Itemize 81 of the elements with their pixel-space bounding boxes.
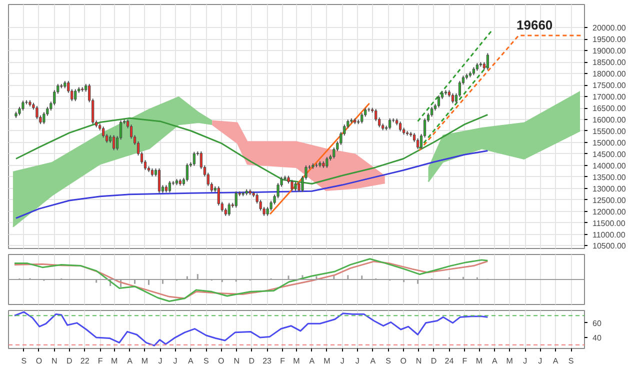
candlestick [102,126,105,138]
line-series [14,311,488,346]
x-tick-label: J [340,356,344,366]
x-tick-label: M [293,356,300,366]
x-tick-label: N [416,356,422,366]
x-tick-label: A [309,356,316,366]
candlestick [74,88,77,102]
candlestick [22,100,24,112]
x-tick-label: A [492,356,498,366]
candlestick [451,92,454,104]
x-tick-label: O [218,356,224,366]
x-tick-label: 23 [262,356,272,366]
x-tick-label: J [355,356,360,366]
x-tick-label: D [430,356,437,366]
y-tick-label: 13500.00 [592,172,626,182]
y-tick-label: 19500.00 [592,35,626,44]
x-tick-label: O [400,356,406,366]
x-tick-label: N [234,356,240,366]
y-tick-label: 17000.00 [592,92,626,102]
candlestick [437,94,440,108]
x-tick-label: 22 [80,356,90,366]
candlestick [228,202,230,216]
y-tick-label: 40 [592,334,602,343]
candlestick [186,162,188,182]
y-tick-label: 14000.00 [592,161,626,170]
y-tick-label: 11500.00 [592,218,626,228]
x-tick-label: J [173,356,178,366]
x-tick-label: F [98,356,103,366]
x-tick-label: F [280,356,286,366]
x-tick-label: J [523,356,528,366]
y-tick-label: 10500.00 [592,242,626,251]
line-series [15,150,488,219]
y-tick-label: 20000.00 [592,24,626,33]
candlestick [192,151,196,166]
x-tick-label: A [370,356,376,366]
candlestick [112,134,116,151]
y-tick-label: 16500.00 [592,104,626,114]
x-tick-label: 24 [444,356,454,366]
candlestick [234,190,238,208]
x-tick-label: N [52,356,58,366]
annotation: 19660 [516,17,553,32]
x-tick-label: O [36,356,42,366]
x-tick-label: S [203,356,209,366]
candlestick [168,180,172,193]
x-tick-label: S [21,356,27,366]
x-tick-label: M [110,356,118,366]
y-tick-label: 19000.00 [592,46,626,56]
y-tick-label: 15000.00 [592,138,626,148]
y-tick-label: 15500.00 [592,126,626,136]
x-tick-label: M [506,356,514,366]
x-tick-label: J [538,356,542,366]
x-tick-label: M [324,356,331,366]
x-tick-label: D [66,356,73,366]
y-tick-label: 12500.00 [592,196,626,205]
x-tick-label: D [248,356,255,366]
x-tick-label: S [568,356,574,366]
y-tick-label: 17500.00 [592,81,626,90]
x-tick-label: M [141,356,148,366]
y-tick-label: 18000.00 [592,70,626,79]
y-tick-label: 11000.00 [592,230,626,240]
candlestick [298,181,300,193]
y-tick-label: 16000.00 [592,116,626,124]
x-tick-label: M [476,356,483,366]
x-tick-label: J [158,356,162,366]
candlestick [326,156,328,168]
candlestick [388,118,392,130]
x-tick-label: A [552,356,559,366]
candlestick [374,108,378,122]
y-tick-label: 18500.00 [592,58,626,68]
y-tick-label: 60 [592,318,602,328]
x-tick-label: A [127,356,134,366]
candlestick [36,105,38,120]
y-tick-label: 14500.00 [592,150,626,159]
y-tick-label: 13000.00 [592,184,626,194]
x-tick-label: F [462,356,468,366]
y-tick-label: 12000.00 [592,207,626,216]
candlestick [158,168,161,194]
x-tick-label: A [188,356,194,366]
candlestick [399,121,402,132]
x-tick-label: S [386,356,392,366]
candlestick [290,179,294,192]
